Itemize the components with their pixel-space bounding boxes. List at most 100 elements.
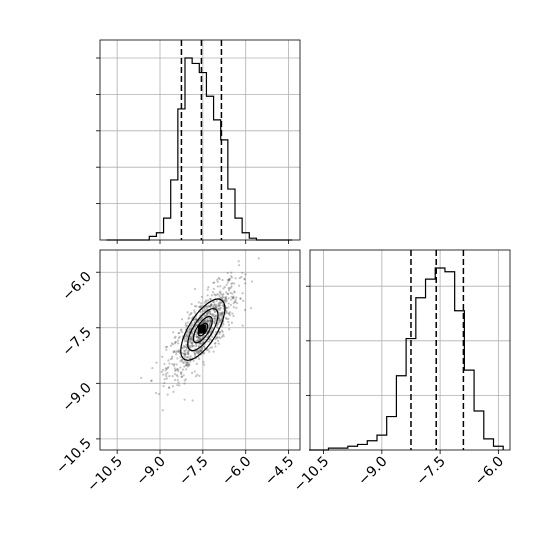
scatter-point	[210, 329, 213, 332]
scatter-point	[227, 289, 231, 292]
scatter-point	[202, 360, 205, 364]
scatter-point	[178, 384, 181, 387]
scatter-point	[185, 348, 188, 352]
scatter-point	[223, 298, 226, 301]
scatter-point	[203, 308, 207, 311]
scatter-point	[177, 350, 180, 353]
scatter-point	[220, 312, 223, 315]
scatter-point	[188, 363, 191, 366]
scatter-point	[224, 295, 227, 299]
scatter-point	[211, 300, 215, 304]
scatter-point	[178, 349, 181, 352]
scatter-point	[199, 342, 202, 345]
scatter-point	[211, 346, 214, 349]
scatter-point	[191, 345, 194, 348]
scatter-point	[218, 308, 221, 312]
scatter-point	[200, 304, 203, 308]
scatter-point	[189, 339, 192, 342]
scatter-point	[206, 294, 209, 297]
scatter-point	[151, 366, 154, 370]
scatter-point	[186, 333, 189, 336]
scatter-point	[181, 347, 184, 350]
scatter-point	[178, 331, 181, 335]
scatter-point	[231, 282, 234, 285]
scatter-point	[208, 340, 211, 343]
scatter-point	[183, 365, 186, 368]
scatter-point	[170, 342, 174, 345]
scatter-point	[229, 291, 232, 294]
scatter-point	[174, 340, 177, 344]
scatter-point	[208, 350, 211, 353]
scatter-point	[176, 339, 180, 342]
scatter-point	[219, 290, 222, 293]
scatter-point	[198, 350, 202, 353]
scatter-point	[166, 345, 169, 348]
scatter-point	[200, 316, 203, 320]
scatter-point	[238, 277, 241, 280]
scatter-point	[233, 291, 236, 294]
scatter-point	[227, 292, 230, 296]
scatter-ytick-label: −7.5	[59, 324, 94, 359]
scatter-point	[195, 333, 198, 336]
scatter-point	[195, 362, 198, 366]
scatter-point	[231, 297, 235, 300]
scatter-point	[180, 375, 183, 378]
scatter-point	[195, 305, 198, 308]
scatter-point	[213, 342, 217, 345]
scatter-point	[171, 355, 174, 358]
scatter-point	[223, 299, 226, 302]
scatter-point	[206, 288, 209, 291]
scatter-point	[227, 312, 230, 315]
scatter-point	[175, 353, 178, 356]
scatter-point	[239, 297, 242, 300]
scatter-point	[176, 375, 179, 378]
scatter-point	[161, 368, 165, 371]
scatter-point	[189, 312, 192, 315]
scatter-point	[185, 335, 188, 338]
scatter-point	[220, 335, 224, 338]
scatter-point	[220, 325, 224, 328]
scatter-point	[230, 321, 234, 324]
scatter-point	[205, 314, 208, 317]
scatter-point	[162, 385, 165, 388]
scatter-point	[202, 363, 206, 366]
scatter-point	[215, 293, 218, 296]
scatter-point	[212, 305, 215, 309]
scatter-point	[207, 319, 211, 322]
scatter-xtick-label: −7.5	[176, 454, 211, 489]
scatter-point	[227, 320, 230, 324]
scatter-point	[171, 374, 174, 378]
scatter-point	[185, 334, 188, 337]
scatter-point	[200, 349, 203, 352]
scatter-point	[219, 320, 222, 324]
scatter-point	[189, 335, 192, 339]
scatter-point	[140, 376, 143, 379]
scatter-point	[165, 375, 168, 378]
scatter-point	[197, 335, 200, 338]
scatter-point	[211, 335, 214, 338]
scatter-contour-2	[192, 315, 213, 344]
scatter-point	[232, 296, 235, 299]
scatter-point	[189, 328, 192, 331]
scatter-point	[183, 345, 187, 348]
scatter-point	[202, 344, 205, 347]
scatter-point	[189, 355, 192, 358]
scatter-point	[226, 292, 229, 295]
scatter-point	[243, 278, 246, 281]
scatter-point	[190, 311, 193, 315]
scatter-point	[185, 364, 188, 367]
scatter-point	[216, 326, 219, 329]
scatter-point	[206, 318, 209, 321]
scatter-point	[177, 369, 180, 373]
scatter-point	[176, 368, 179, 371]
scatter-point	[186, 336, 189, 340]
scatter-point	[183, 346, 186, 349]
scatter-point	[173, 363, 176, 366]
scatter-point	[183, 352, 186, 355]
scatter-point	[176, 357, 179, 360]
scatter-point	[186, 361, 190, 364]
scatter-point	[219, 285, 222, 288]
scatter-point	[180, 358, 184, 361]
scatter-point	[227, 306, 230, 309]
